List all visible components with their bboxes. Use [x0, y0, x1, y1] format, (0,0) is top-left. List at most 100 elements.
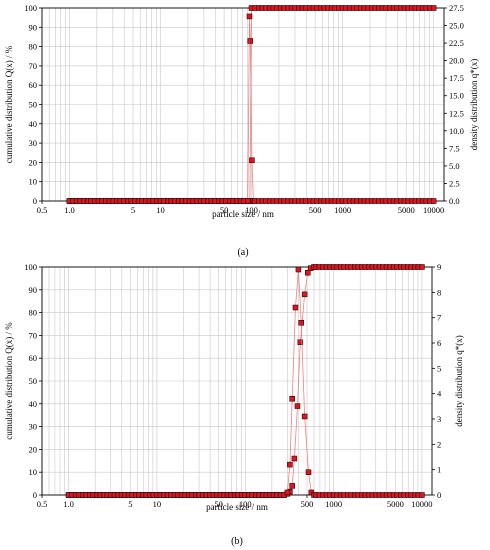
y-right-tick-label: 6	[437, 338, 441, 348]
x-tick-label: 1.0	[63, 499, 74, 509]
chart-panel-a: 0 10 20 30 40 50 60 70 80 90 100 0.0 2.5 5.0 7.5 10.0 12…	[4, 3, 479, 258]
density-series-markers	[65, 266, 425, 498]
density-data-point	[289, 395, 295, 402]
x-tick-label: 5000	[387, 499, 404, 509]
y-left-tick-label: 0	[33, 490, 37, 500]
x-axis-title: particle size / nm	[206, 502, 268, 512]
y-right-tick-label: 25.0	[449, 21, 464, 31]
cumulative-data-point	[430, 5, 437, 11]
x-tick-label: 5	[131, 205, 135, 215]
y-right-tick-label: 0.0	[449, 196, 460, 206]
y-left-tick-label: 100	[24, 3, 37, 13]
cumulative-data-point	[305, 269, 311, 276]
y-right-tick-label: 17.5	[449, 73, 464, 83]
density-data-point	[245, 198, 251, 204]
y-right-tick-label: 2	[437, 439, 441, 449]
x-tick-label: 1000	[325, 499, 342, 509]
x-axis-title: particle size / nm	[212, 209, 274, 219]
x-tick-label: 50	[220, 205, 229, 215]
y-right-tick-label: 22.5	[449, 38, 464, 48]
x-tick-label: 500	[301, 499, 314, 509]
panel-label: (a)	[237, 247, 248, 258]
density-data-point	[430, 198, 437, 204]
y-right-tick-label: 8	[437, 287, 441, 297]
y-right-tick-label: 3	[437, 414, 441, 424]
y-right-tick-label: 4	[437, 389, 442, 399]
density-data-point	[298, 319, 304, 326]
y-left-tick-label: 90	[29, 285, 38, 295]
y-left-tick-label: 60	[29, 80, 38, 90]
y-right-tick-label: 15.0	[449, 91, 464, 101]
y-right-tick-label: 5	[437, 363, 441, 373]
cumulative-data-point	[289, 483, 295, 489]
x-tick-label: 0.5	[37, 499, 48, 509]
x-tick-label: 10000	[423, 205, 444, 215]
y-left-tick-label: 90	[29, 22, 38, 32]
density-data-point	[287, 461, 293, 468]
x-tick-label: 5	[128, 499, 132, 509]
density-data-point	[284, 489, 291, 496]
y-left-tick-label: 60	[29, 353, 38, 363]
density-data-point	[292, 304, 299, 311]
x-tick-label: 1000	[334, 205, 351, 215]
y-left-tick-label: 50	[29, 376, 38, 386]
y-right-tick-label: 5.0	[449, 161, 460, 171]
y-left-tick-label: 100	[24, 262, 37, 272]
y-right-tick-label: 12.5	[449, 108, 464, 118]
y-right-tick-label: 0	[437, 490, 441, 500]
y-left-tick-label: 30	[29, 422, 38, 432]
y-left-tick-label: 70	[29, 330, 38, 340]
y-left-tick-label: 40	[29, 119, 38, 129]
vertical-grid	[41, 266, 432, 496]
y-left-axis-title: cumulative distribution Q(x) / %	[4, 45, 14, 163]
y-right-tick-label: 27.5	[449, 3, 464, 13]
y-right-tick-label: 10.0	[449, 126, 464, 136]
cumulative-data-point	[301, 291, 308, 298]
y-right-tick-label: 9	[437, 262, 441, 272]
x-tick-label: 100	[239, 499, 252, 509]
x-tick-label: 5000	[398, 205, 415, 215]
x-tick-label: 1.0	[64, 205, 75, 215]
cumulative-data-point	[419, 264, 425, 270]
x-tick-label: 500	[309, 205, 322, 215]
cumulative-data-point	[291, 455, 298, 462]
density-data-point	[305, 469, 312, 475]
y-left-tick-label: 70	[29, 61, 38, 71]
y-left-tick-label: 30	[29, 138, 38, 148]
y-left-tick-label: 50	[29, 100, 38, 110]
x-tick-label: 10	[156, 205, 165, 215]
x-tick-label: 100	[245, 205, 258, 215]
density-data-point	[419, 492, 425, 498]
density-data-point	[249, 157, 255, 164]
y-left-tick-label: 10	[29, 467, 38, 477]
y-left-tick-label: 80	[29, 42, 38, 52]
y-left-tick-label: 40	[29, 399, 38, 409]
x-tick-label: 0.5	[37, 205, 48, 215]
density-data-point	[295, 266, 302, 273]
x-tick-label: 10000	[411, 499, 432, 509]
density-data-point	[247, 38, 254, 44]
x-tick-label: 50	[214, 499, 223, 509]
y-left-tick-label: 80	[29, 308, 38, 318]
y-right-tick-label: 7	[437, 313, 441, 323]
y-right-tick-label: 7.5	[449, 143, 460, 153]
y-right-axis-title: density distribution q*(x)	[469, 59, 479, 151]
y-left-tick-label: 20	[29, 157, 38, 167]
y-right-tick-label: 20.0	[449, 56, 464, 66]
panel-label: (b)	[231, 536, 243, 547]
cumulative-data-point	[297, 339, 304, 345]
x-tick-label: 10	[153, 499, 162, 509]
y-right-axis-title: density distribution q*(x)	[454, 335, 464, 427]
y-right-tick-label: 2.5	[449, 178, 460, 188]
y-left-tick-label: 20	[29, 444, 38, 454]
cumulative-data-point	[294, 403, 301, 409]
y-left-axis-title: cumulative distribution Q(x) / %	[4, 322, 14, 440]
y-right-tick-label: 1	[437, 465, 441, 475]
density-data-point	[301, 413, 308, 420]
density-series-markers	[66, 13, 437, 204]
y-left-tick-label: 0	[33, 196, 37, 206]
y-left-tick-label: 10	[29, 177, 38, 187]
density-data-point	[246, 13, 253, 20]
